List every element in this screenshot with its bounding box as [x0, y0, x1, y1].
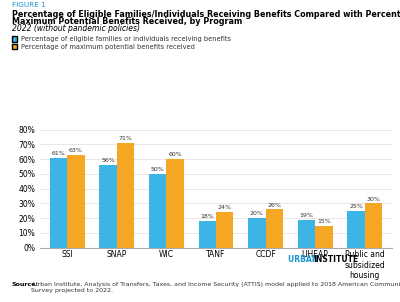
Text: 26%: 26%: [267, 203, 281, 207]
Bar: [365, 203, 382, 248]
Bar: [199, 221, 216, 248]
Text: 60%: 60%: [168, 153, 182, 157]
Text: 25%: 25%: [349, 204, 363, 209]
Bar: [149, 174, 166, 248]
Bar: [248, 218, 266, 248]
Text: Urban Institute, Analysis of Transfers, Taxes, and Income Security (ATTIS) model: Urban Institute, Analysis of Transfers, …: [31, 282, 400, 293]
Text: 18%: 18%: [200, 214, 214, 219]
Text: 19%: 19%: [300, 213, 314, 218]
Bar: [117, 143, 134, 248]
Bar: [216, 212, 233, 248]
Text: 15%: 15%: [317, 219, 331, 224]
Text: 30%: 30%: [366, 197, 380, 202]
Text: FIGURE 1: FIGURE 1: [12, 2, 46, 8]
Text: Percentage of Eligible Families/Individuals Receiving Benefits Compared with Per: Percentage of Eligible Families/Individu…: [12, 10, 400, 19]
Bar: [315, 226, 332, 248]
Bar: [298, 220, 315, 248]
Text: 24%: 24%: [218, 205, 232, 210]
Bar: [67, 155, 85, 248]
Text: 2022 (without pandemic policies): 2022 (without pandemic policies): [12, 24, 140, 33]
Bar: [50, 158, 67, 248]
Text: 61%: 61%: [52, 151, 66, 156]
Text: URBAN: URBAN: [288, 255, 321, 264]
Text: Percentage of eligible families or individuals receiving benefits: Percentage of eligible families or indiv…: [21, 36, 231, 42]
Text: Percentage of maximum potential benefits received: Percentage of maximum potential benefits…: [21, 44, 195, 50]
Bar: [266, 209, 283, 248]
Bar: [166, 159, 184, 248]
Text: 50%: 50%: [151, 167, 165, 172]
Text: Maximum Potential Benefits Received, by Program: Maximum Potential Benefits Received, by …: [12, 17, 242, 26]
Bar: [347, 211, 365, 248]
Text: 20%: 20%: [250, 211, 264, 216]
Text: 63%: 63%: [69, 148, 83, 153]
Bar: [100, 165, 117, 248]
Text: Source:: Source:: [12, 282, 39, 288]
Text: INSTITUTE: INSTITUTE: [313, 255, 358, 264]
Text: 56%: 56%: [101, 158, 115, 163]
Text: 71%: 71%: [118, 136, 132, 141]
